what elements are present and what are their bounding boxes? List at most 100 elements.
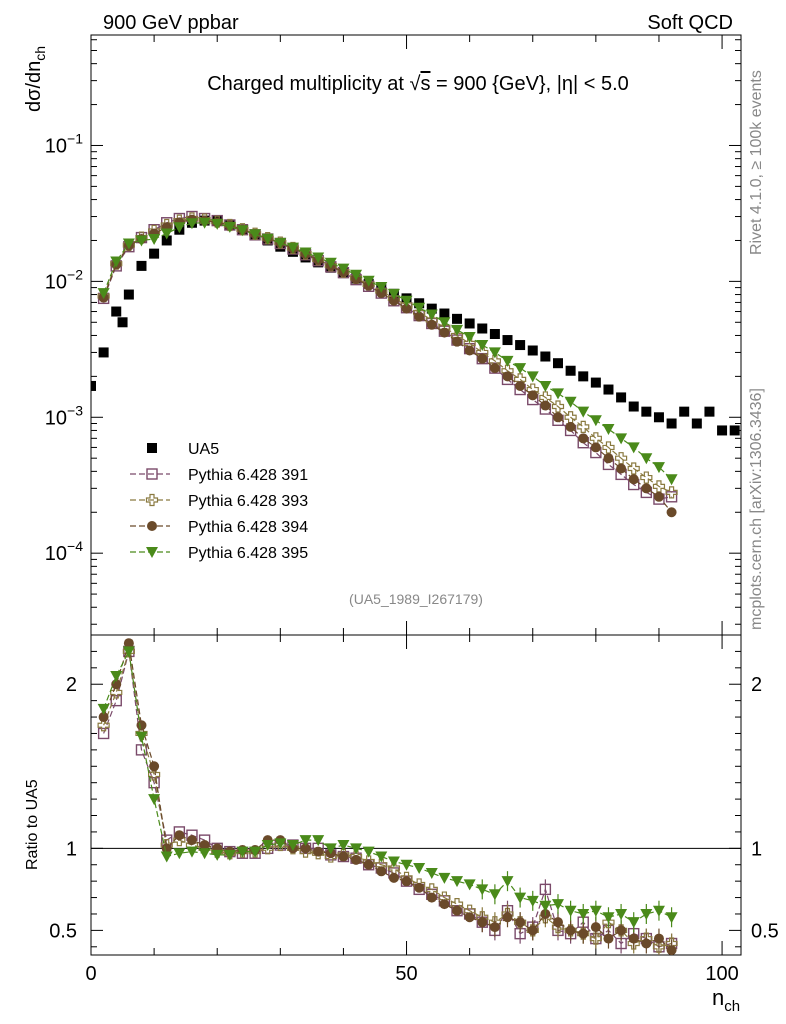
main-data-point [565, 365, 576, 376]
main-data-point [111, 306, 122, 317]
main-series-line [103, 222, 672, 480]
ratio-data-point [526, 895, 539, 907]
ratio-data-point [652, 905, 665, 917]
ratio-data-point [324, 843, 337, 855]
xlabel-text: n [712, 985, 724, 1010]
ratio-data-point [602, 912, 615, 924]
main-data-point [552, 358, 563, 369]
main-data-point [148, 234, 161, 246]
title-suffix: = 900 {GeV}, |η| < 5.0 [430, 73, 628, 95]
legend-label: UA5 [188, 441, 219, 458]
ratio-data-point [136, 720, 147, 731]
main-data-point [439, 308, 450, 319]
side-label-rivet: Rivet 4.1.0, ≥ 100k events [748, 70, 765, 255]
tick-base: 10 [45, 543, 67, 565]
ratio-data-point [97, 703, 110, 715]
main-data-point [413, 302, 426, 314]
main-data-point [426, 303, 437, 314]
ratio-data-point [223, 849, 236, 861]
ratio-data-point [338, 851, 349, 862]
ratio-data-point [161, 843, 172, 854]
ratio-data-point [199, 840, 210, 851]
main-y-tick-label: 10−3 [45, 402, 83, 429]
ratio-series-line [103, 651, 672, 948]
main-data-point [463, 331, 476, 343]
main-data-point [400, 295, 413, 307]
main-data-point [589, 415, 602, 427]
ratio-data-point [488, 889, 501, 901]
ratio-data-point [401, 876, 412, 887]
ratio-data-point [603, 933, 614, 944]
ratio-data-point [602, 916, 615, 929]
main-data-point [161, 235, 172, 246]
ratio-y-tick-label: 2 [66, 674, 77, 696]
main-data-point [451, 324, 464, 336]
ratio-data-point [362, 846, 375, 858]
x-tick-label: 50 [395, 963, 417, 985]
main-data-point [426, 319, 437, 330]
tick-exponent: −2 [67, 266, 83, 282]
main-data-point [602, 441, 615, 454]
ratio-data-point [439, 899, 450, 910]
ratio-data-point [502, 912, 513, 923]
ratio-data-point [376, 866, 387, 877]
tick-base: 10 [45, 135, 67, 157]
main-data-point [117, 317, 128, 328]
main-data-point [312, 252, 325, 264]
main-data-point [627, 462, 640, 475]
main-data-point [149, 248, 160, 259]
ratio-data-point [577, 908, 590, 920]
ratio-data-point [464, 912, 475, 923]
legend-item: Pythia 6.428 394 [130, 519, 308, 536]
ratio-series-line [103, 649, 672, 923]
main-series-0 [91, 215, 740, 436]
main-series-1 [97, 210, 678, 505]
main-data-point [615, 433, 628, 445]
main-data-point [578, 371, 589, 382]
main-series-group [91, 210, 740, 518]
main-data-point [641, 406, 652, 417]
main-data-point [502, 371, 513, 382]
ratio-data-point [249, 846, 262, 858]
ratio-data-point [350, 843, 363, 855]
ratio-data-point [149, 761, 160, 772]
main-data-point [477, 323, 488, 334]
ratio-data-point [564, 905, 577, 917]
xlabel-sub: ch [724, 998, 740, 1015]
ratio-data-point [451, 876, 464, 888]
ratio-data-point [375, 851, 388, 863]
main-data-point [691, 418, 702, 429]
xlabel: nch [712, 985, 740, 1015]
ratio-data-point [173, 848, 186, 860]
main-data-point [653, 491, 664, 502]
legend-marker [146, 547, 158, 558]
ratio-y-tick-label: 1 [66, 838, 77, 860]
main-data-point [464, 318, 475, 329]
ratio-data-point [641, 938, 652, 949]
main-data-point [640, 453, 653, 465]
x-tick-label: 100 [705, 963, 738, 985]
main-data-point [387, 288, 400, 300]
ratio-data-point [539, 883, 552, 896]
main-data-point [628, 474, 639, 485]
main-data-point [489, 329, 500, 340]
main-data-point [388, 295, 399, 306]
ratio-data-point [110, 694, 122, 707]
main-data-point [274, 237, 287, 249]
x-tick-label: 0 [85, 963, 96, 985]
title-s: s [420, 73, 430, 95]
main-data-point [665, 474, 678, 486]
ratio-data-point [97, 727, 110, 740]
header-left: 900 GeV ppbar [103, 12, 239, 34]
main-data-point [717, 425, 728, 436]
ratio-data-point [413, 863, 426, 875]
main-data-point [337, 263, 350, 275]
ratio-data-point [400, 859, 413, 871]
ratio-series-3 [97, 646, 678, 933]
ratio-data-point [551, 899, 564, 911]
main-data-point [91, 380, 96, 391]
ratio-data-point [198, 848, 211, 860]
tick-base: 10 [45, 271, 67, 293]
main-y-tick-label: 10−4 [45, 538, 83, 565]
main-data-point [198, 217, 211, 229]
